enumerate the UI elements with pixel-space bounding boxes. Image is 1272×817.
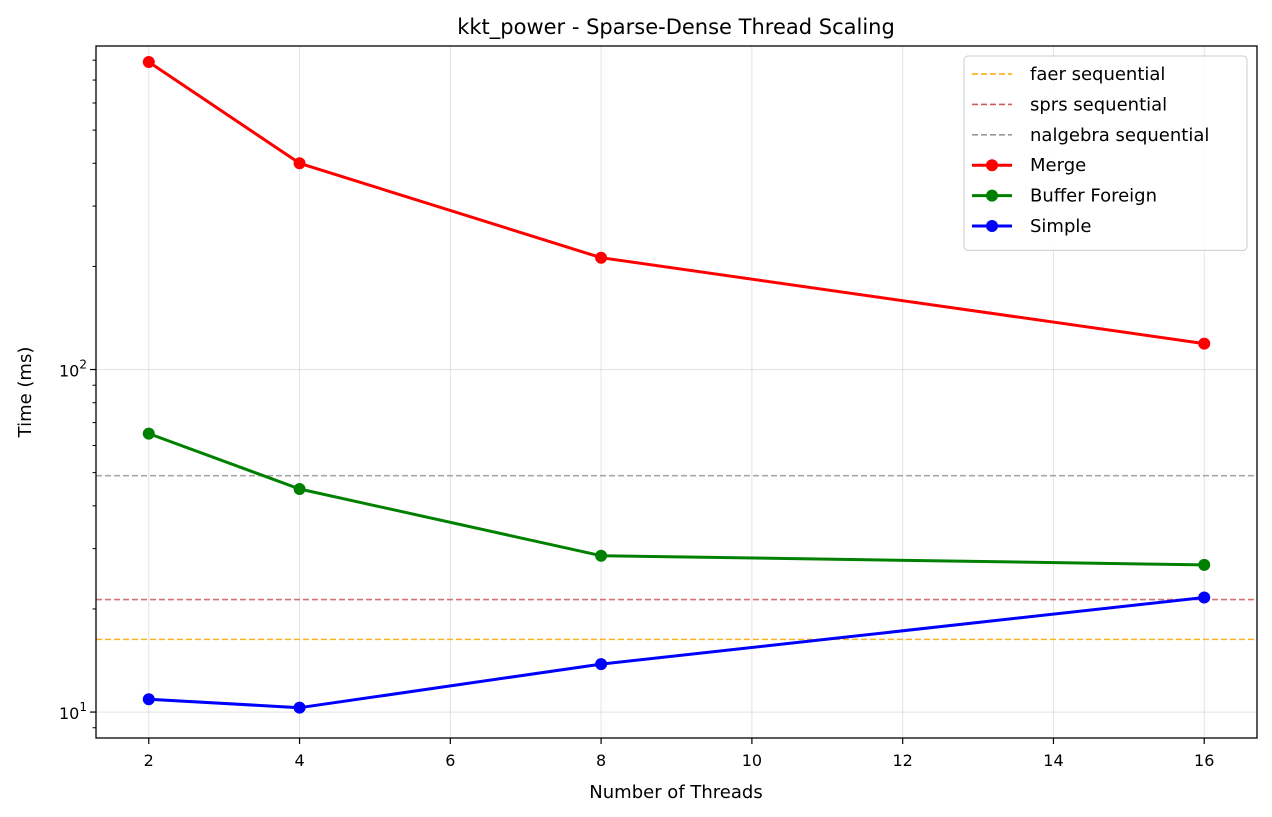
- plot-frame: [95, 45, 1258, 739]
- x-tick-label: 14: [1043, 751, 1063, 770]
- series-group: [142, 56, 1211, 714]
- data-point-2-1: [293, 701, 306, 714]
- data-point-0-3: [1198, 337, 1211, 350]
- data-point-0-0: [142, 56, 155, 69]
- legend-label-0: faer sequential: [1030, 64, 1165, 85]
- y-axis: 101 102: [59, 59, 96, 729]
- data-point-2-3: [1198, 591, 1211, 604]
- chart-title: kkt_power - Sparse-Dense Thread Scaling: [457, 15, 895, 40]
- y-axis-label: Time (ms): [15, 347, 36, 439]
- series-line-0: [147, 60, 1205, 346]
- legend-label-2: nalgebra sequential: [1030, 125, 1209, 146]
- legend-box: [963, 55, 1248, 251]
- data-point-1-2: [595, 549, 608, 562]
- data-point-0-1: [293, 157, 306, 170]
- y-tick-label: 101: [59, 700, 87, 723]
- x-tick-label: 10: [742, 751, 762, 770]
- legend-marker-4: [986, 189, 998, 202]
- legend-label-4: Buffer Foreign: [1030, 186, 1157, 207]
- data-point-1-3: [1198, 558, 1211, 571]
- data-point-1-0: [142, 427, 155, 440]
- data-point-0-2: [595, 251, 608, 264]
- legend-label-3: Merge: [1030, 155, 1086, 176]
- x-tick-label: 4: [294, 751, 304, 770]
- x-tick-label: 12: [892, 751, 912, 770]
- x-axis: 2 4 6 8 10 12 14 16: [144, 738, 1214, 770]
- x-tick-label: 2: [144, 751, 154, 770]
- legend-label-5: Simple: [1030, 216, 1091, 237]
- data-point-2-0: [142, 693, 155, 706]
- legend: faer sequential sprs sequential nalgebra s…: [963, 55, 1248, 251]
- legend-label-1: sprs sequential: [1030, 94, 1167, 115]
- legend-marker-3: [986, 159, 998, 172]
- legend-marker-5: [986, 220, 998, 232]
- series-line-1: [148, 432, 1205, 567]
- x-tick-label: 6: [445, 751, 455, 770]
- series-line-2: [148, 596, 1205, 710]
- reference-lines: [96, 474, 1257, 641]
- x-tick-label: 8: [596, 751, 606, 770]
- x-axis-label: Number of Threads: [589, 782, 762, 803]
- data-point-2-2: [595, 658, 608, 671]
- x-tick-label: 16: [1194, 751, 1214, 770]
- data-point-1-1: [293, 482, 306, 495]
- y-tick-label: 102: [59, 358, 87, 381]
